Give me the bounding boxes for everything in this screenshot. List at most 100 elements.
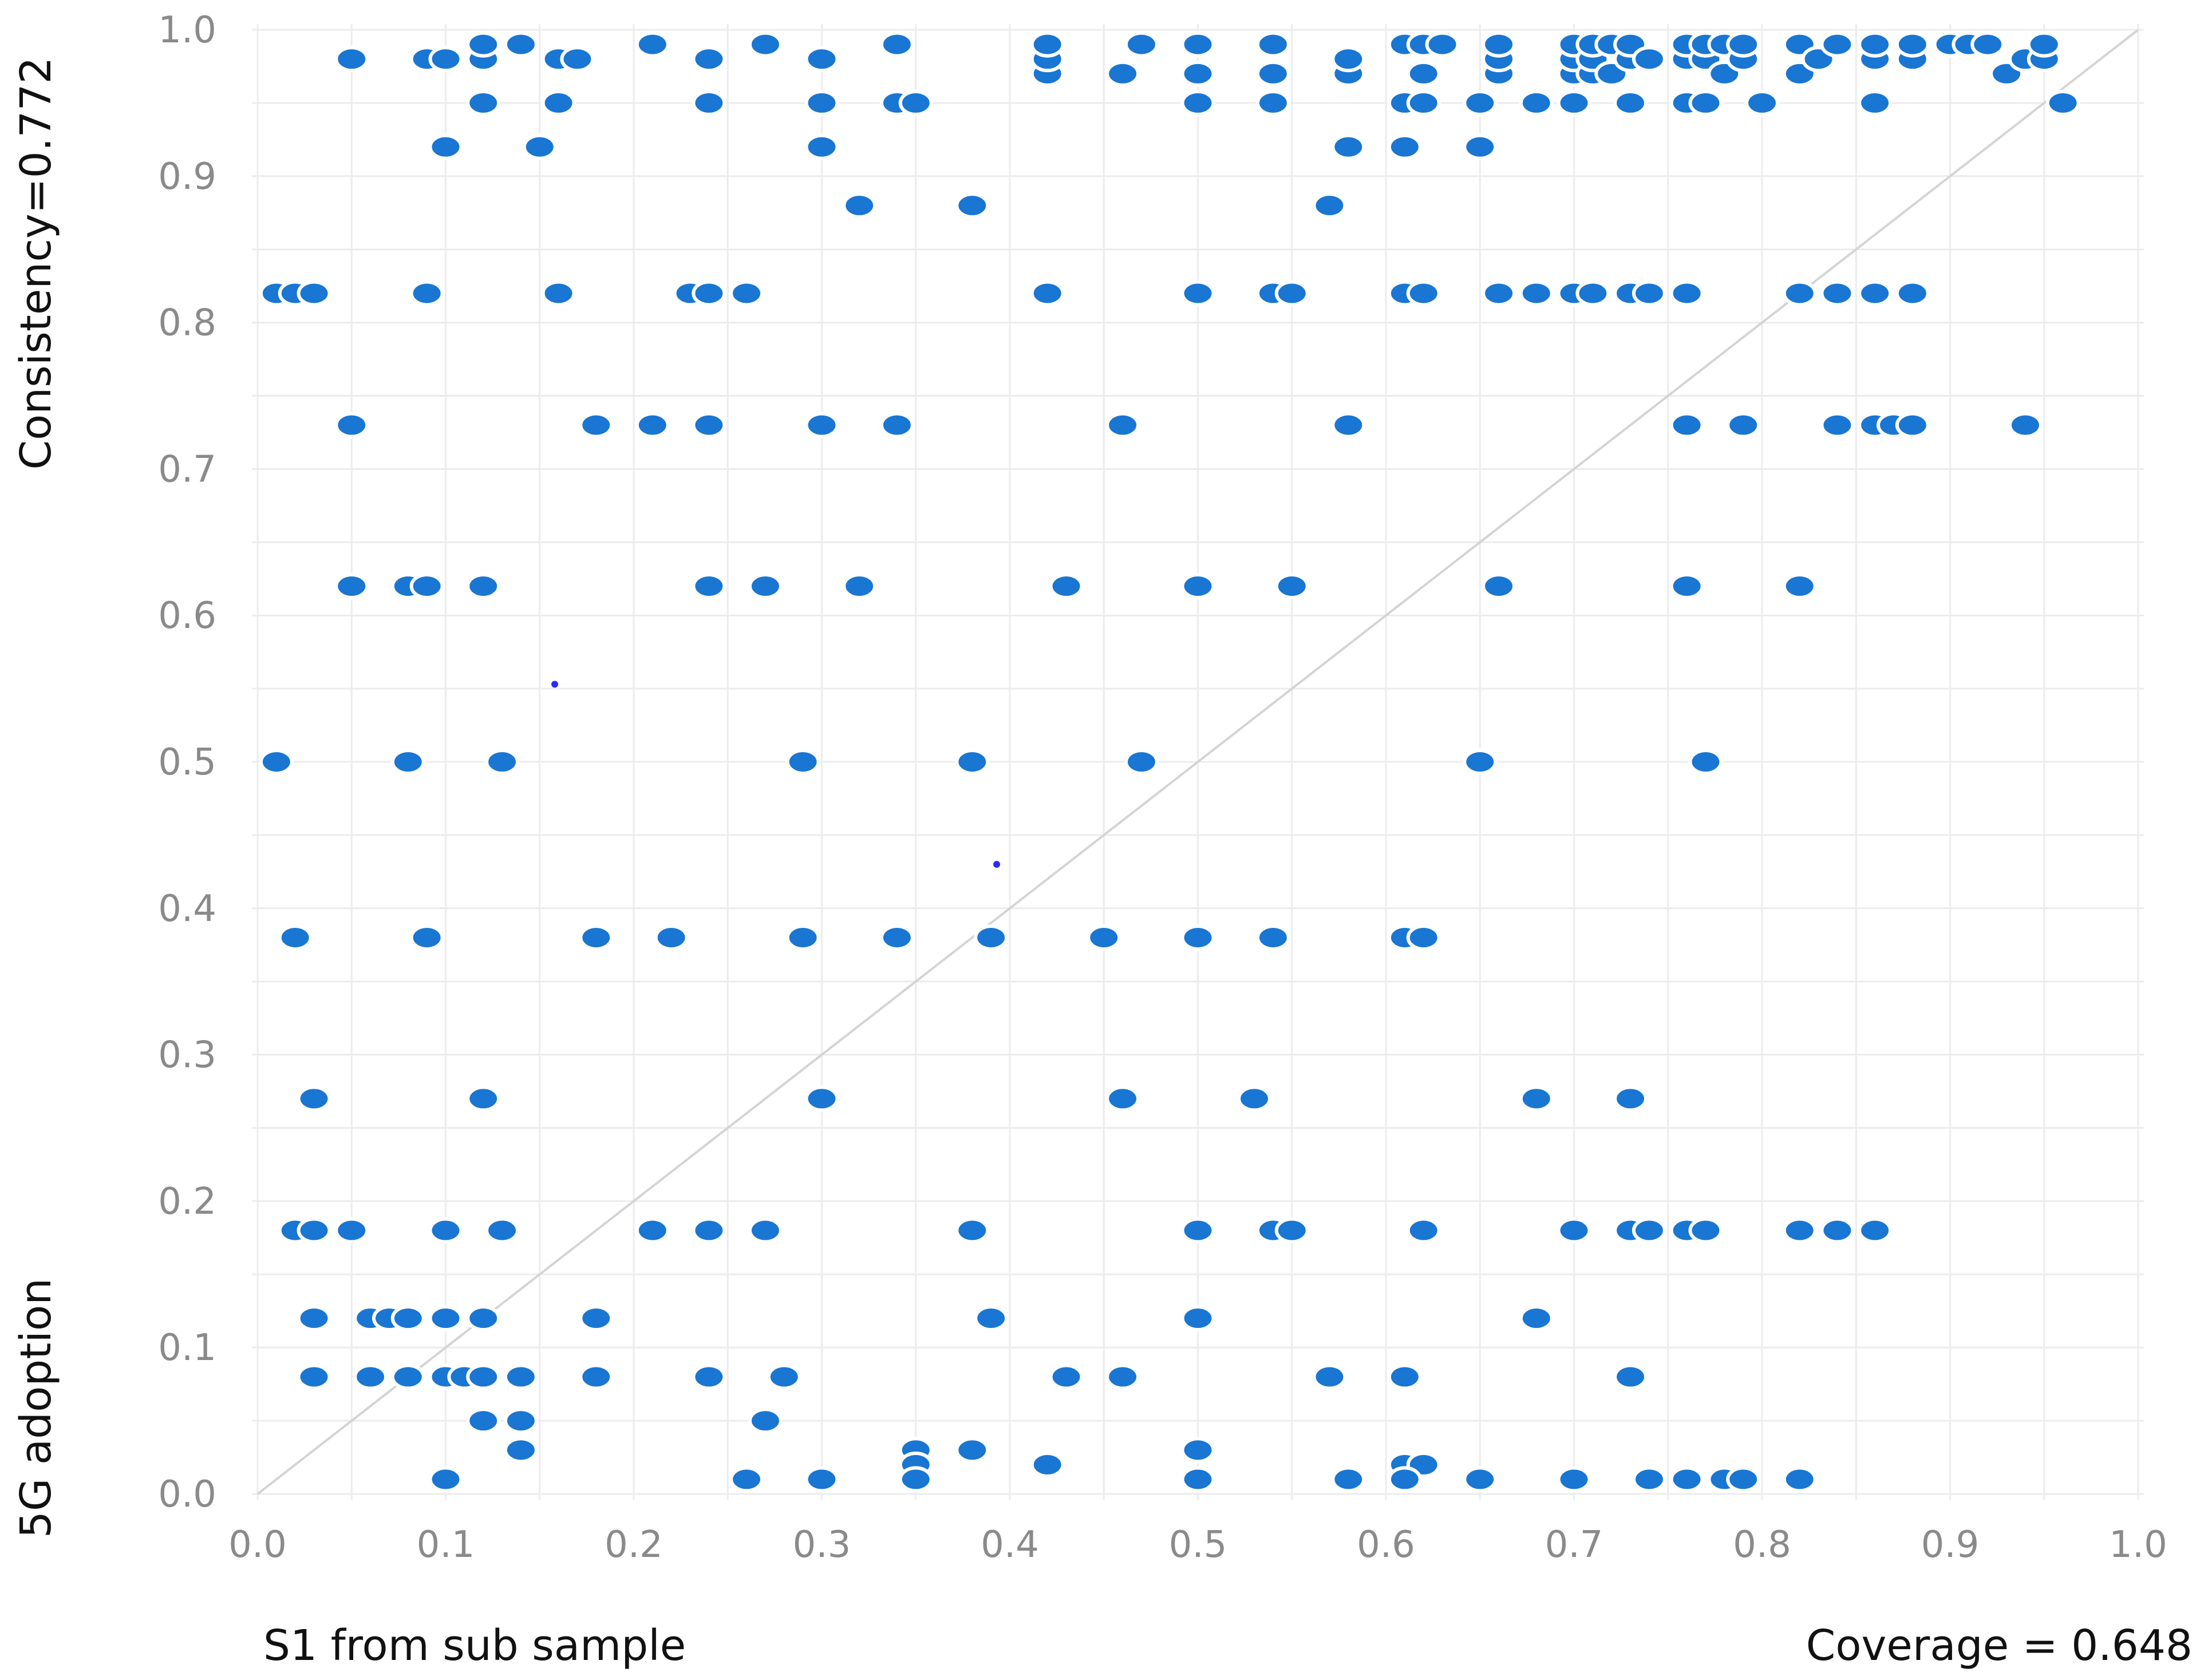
data-point xyxy=(1180,1217,1215,1244)
y-tick-label: 0.4 xyxy=(158,888,216,930)
data-point xyxy=(1274,573,1309,600)
x-tick-label: 0.2 xyxy=(605,1524,663,1566)
data-point xyxy=(1669,280,1704,307)
data-point xyxy=(1425,31,1460,58)
data-point xyxy=(692,89,726,116)
data-point xyxy=(409,280,444,307)
data-point xyxy=(1312,192,1347,219)
data-point xyxy=(466,1305,501,1332)
data-point xyxy=(1557,1217,1591,1244)
data-point xyxy=(955,192,990,219)
data-point xyxy=(804,133,839,160)
data-point xyxy=(1858,89,1893,116)
data-point xyxy=(1255,60,1290,87)
data-point xyxy=(297,1217,331,1244)
x-tick-label: 0.4 xyxy=(981,1524,1039,1566)
data-point xyxy=(1669,412,1704,438)
data-point xyxy=(390,1363,425,1390)
y-axis-label: 5G adoption xyxy=(11,1278,61,1538)
data-point xyxy=(1820,412,1855,438)
data-point xyxy=(1274,1217,1309,1244)
data-point xyxy=(428,1305,463,1332)
data-point xyxy=(955,749,990,775)
data-point xyxy=(748,31,783,58)
data-point xyxy=(353,1363,388,1390)
highlight-marker xyxy=(993,861,1001,868)
data-point xyxy=(974,924,1009,951)
y-tick-labels: 0.0 0.1 0.2 0.3 0.4 0.5 0.6 0.7 0.8 0.9 1.0 xyxy=(158,9,216,1516)
data-point xyxy=(259,749,294,775)
reference-diagonal-line xyxy=(256,29,2139,1495)
data-point xyxy=(485,1217,520,1244)
data-point xyxy=(579,1363,614,1390)
data-point xyxy=(579,1305,614,1332)
data-point xyxy=(955,1437,990,1464)
data-point xyxy=(2027,31,2061,58)
y-tick-label: 0.9 xyxy=(158,156,216,198)
data-point xyxy=(1782,573,1817,600)
data-point xyxy=(879,31,914,58)
data-point xyxy=(692,573,726,600)
data-point xyxy=(1820,1217,1855,1244)
data-point xyxy=(1820,31,1855,58)
x-axis-label: S1 from sub sample xyxy=(263,1621,686,1670)
data-point xyxy=(879,924,914,951)
data-point xyxy=(297,1363,331,1390)
highlight-markers xyxy=(551,681,1001,868)
data-point xyxy=(1180,31,1215,58)
data-point xyxy=(635,412,670,438)
data-point xyxy=(1030,31,1065,58)
data-point xyxy=(1669,573,1704,600)
data-point xyxy=(804,1466,839,1493)
data-point xyxy=(1557,89,1591,116)
y-tick-label: 1.0 xyxy=(158,9,216,52)
consistency-label: Consistency=0.772 xyxy=(11,57,61,469)
data-point xyxy=(1688,749,1723,775)
data-point xyxy=(1274,280,1309,307)
data-point xyxy=(466,1363,501,1390)
data-point xyxy=(1030,1451,1065,1478)
data-point xyxy=(1613,1085,1648,1112)
data-point xyxy=(1030,280,1065,307)
data-point xyxy=(2008,412,2043,438)
data-point xyxy=(297,280,331,307)
data-point xyxy=(898,89,933,116)
data-point xyxy=(1312,1363,1347,1390)
data-point xyxy=(1632,46,1666,73)
data-point xyxy=(1519,1085,1554,1112)
data-point xyxy=(1782,280,1817,307)
data-point xyxy=(1463,1466,1498,1493)
data-point xyxy=(1105,412,1140,438)
data-point xyxy=(1482,573,1516,600)
data-point xyxy=(1406,60,1441,87)
data-point xyxy=(898,1466,933,1493)
y-tick-label: 0.7 xyxy=(158,448,216,491)
data-point xyxy=(522,133,557,160)
data-point xyxy=(692,280,726,307)
data-point xyxy=(1688,89,1723,116)
data-point xyxy=(334,46,369,73)
data-point xyxy=(635,1217,670,1244)
data-point xyxy=(1726,1466,1761,1493)
data-point xyxy=(466,573,501,600)
data-point xyxy=(1463,133,1498,160)
data-point xyxy=(1745,89,1779,116)
data-point xyxy=(560,46,595,73)
y-tick-label: 0.8 xyxy=(158,302,216,345)
data-point xyxy=(1575,280,1610,307)
data-point xyxy=(1105,1085,1140,1112)
y-tick-label: 0.3 xyxy=(158,1034,216,1077)
data-point xyxy=(579,412,614,438)
data-point xyxy=(654,924,689,951)
data-point xyxy=(1406,280,1441,307)
y-tick-label: 0.1 xyxy=(158,1327,216,1369)
data-point xyxy=(1255,89,1290,116)
data-point xyxy=(1105,1363,1140,1390)
data-point xyxy=(1895,31,1930,58)
data-point xyxy=(334,412,369,438)
data-point xyxy=(1087,924,1121,951)
data-point xyxy=(334,1217,369,1244)
data-point xyxy=(1124,749,1159,775)
data-point xyxy=(1255,31,1290,58)
data-point xyxy=(1632,280,1666,307)
